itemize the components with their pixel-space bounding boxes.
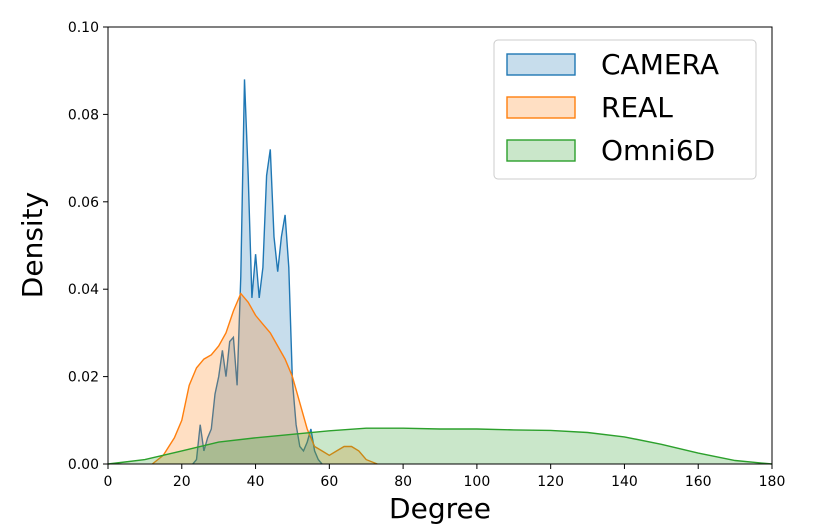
plot-frame — [107, 26, 773, 465]
series-line-camera — [192, 79, 323, 465]
x-tick-label: 120 — [537, 474, 564, 490]
series-line-real — [151, 292, 378, 465]
y-tick-label: 0.04 — [68, 282, 99, 298]
legend-swatch-omni6d — [506, 139, 576, 162]
y-tick-label: 0.08 — [68, 107, 99, 123]
y-axis-label: Density — [16, 192, 49, 298]
x-tick-label: 140 — [611, 474, 638, 490]
x-tick-label: 80 — [394, 474, 412, 490]
legend-label-camera: CAMERA — [601, 48, 719, 81]
series-area-camera — [192, 79, 322, 465]
series-area-omni6d — [108, 428, 772, 464]
series-area-real — [152, 293, 378, 464]
x-tick-label: 180 — [759, 474, 786, 490]
y-tick-label: 0.10 — [68, 20, 99, 36]
x-tick-label: 60 — [320, 474, 338, 490]
legend-swatch-real — [506, 96, 576, 119]
y-axis: 0.00 0.02 0.04 0.06 0.08 0.10 — [68, 20, 108, 473]
x-tick-label: 0 — [104, 474, 113, 490]
x-tick-label: 40 — [247, 474, 265, 490]
series-line-omni6d — [107, 427, 773, 465]
x-axis-label: Degree — [389, 492, 491, 525]
legend-label-real: REAL — [601, 91, 673, 124]
y-tick-label: 0.00 — [68, 457, 99, 473]
legend-label-omni6d: Omni6D — [601, 134, 715, 167]
y-tick-label: 0.06 — [68, 195, 99, 211]
y-tick-label: 0.02 — [68, 370, 99, 386]
legend: CAMERA REAL Omni6D — [493, 39, 757, 180]
x-tick-label: 20 — [173, 474, 191, 490]
x-axis: 0 20 40 60 80 100 120 140 160 180 — [104, 464, 786, 490]
series-layer — [107, 79, 773, 465]
x-tick-label: 100 — [464, 474, 491, 490]
legend-swatch-camera — [506, 53, 576, 76]
x-tick-label: 160 — [685, 474, 712, 490]
